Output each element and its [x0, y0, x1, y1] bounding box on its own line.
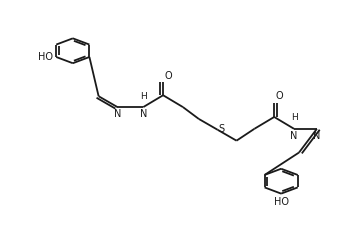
Text: HO: HO [274, 197, 289, 207]
Text: O: O [165, 71, 172, 81]
Text: N: N [313, 131, 320, 141]
Text: HO: HO [39, 52, 53, 62]
Text: N: N [114, 109, 121, 119]
Text: S: S [219, 124, 225, 134]
Text: N: N [290, 131, 298, 141]
Text: H: H [140, 92, 147, 101]
Text: O: O [276, 91, 284, 101]
Text: H: H [291, 114, 297, 123]
Text: N: N [140, 109, 147, 119]
